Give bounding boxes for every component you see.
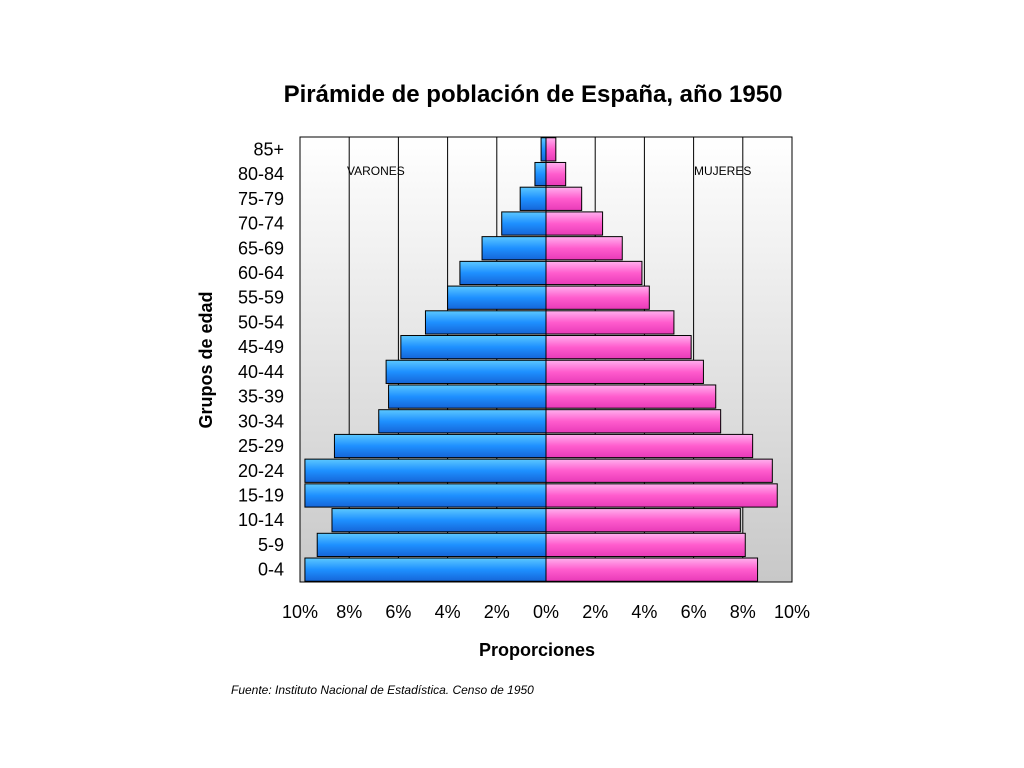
bar-male-80-84	[534, 161, 547, 187]
bar-male-50-54	[424, 310, 547, 335]
bar-male-25-29	[333, 433, 547, 459]
y-tick-label: 25-29	[238, 436, 284, 456]
y-tick-label: 10-14	[238, 510, 284, 530]
bar-female-15-19	[545, 483, 778, 508]
y-tick-label: 5-9	[258, 535, 284, 555]
bar-male-0-4	[304, 557, 547, 582]
annotation-male: VARONES	[347, 164, 405, 178]
y-tick-label: 0-4	[258, 560, 284, 580]
y-tick-label: 40-44	[238, 362, 284, 382]
source-note: Fuente: Instituto Nacional de Estadístic…	[231, 683, 534, 697]
bar-male-10-14	[331, 508, 547, 533]
bar-female-55-59	[545, 285, 650, 310]
bar-female-10-14	[545, 508, 741, 533]
y-tick-label: 65-69	[238, 238, 284, 258]
y-tick-labels: 0-4 5-9 10-14 15-19 20-24 25-29 30-34 35-39 40-4…	[238, 139, 284, 579]
y-tick-label: 75-79	[238, 189, 284, 209]
bar-male-65-69	[481, 236, 547, 261]
bar-female-45-49	[545, 335, 692, 360]
bar-female-60-64	[545, 260, 643, 286]
bar-male-40-44	[385, 359, 547, 384]
bar-male-70-74	[501, 211, 547, 236]
annotation-female: MUJERES	[694, 164, 751, 178]
chart-title: Pirámide de población de España, año 195…	[284, 81, 783, 108]
x-tick-label: 6%	[681, 602, 707, 622]
y-tick-label: 15-19	[238, 485, 284, 505]
x-tick-label: 10%	[282, 602, 318, 622]
x-tick-labels: 10% 8% 6% 4% 2% 0% 2% 4% 6% 8% 10%	[282, 602, 810, 622]
gridlines	[299, 137, 793, 582]
bar-male-5-9	[316, 532, 547, 558]
x-tick-label: 10%	[774, 602, 810, 622]
bar-male-75-79	[519, 186, 547, 211]
x-tick-label: 8%	[730, 602, 756, 622]
bar-male-60-64	[459, 260, 547, 286]
x-tick-label: 4%	[631, 602, 657, 622]
y-tick-label: 85+	[253, 139, 284, 159]
bar-male-15-19	[304, 483, 547, 508]
bar-male-30-34	[378, 409, 547, 434]
y-tick-label: 30-34	[238, 411, 284, 431]
bar-female-70-74	[545, 211, 604, 236]
x-tick-label: 2%	[484, 602, 510, 622]
bar-male-55-59	[447, 285, 547, 310]
y-tick-label: 55-59	[238, 288, 284, 308]
bar-male-35-39	[388, 384, 547, 409]
y-tick-label: 20-24	[238, 461, 284, 481]
y-tick-label: 35-39	[238, 387, 284, 407]
bar-female-40-44	[545, 359, 704, 384]
y-axis-title: Grupos de edad	[196, 291, 216, 428]
y-tick-label: 60-64	[238, 263, 284, 283]
bar-female-80-84	[545, 161, 567, 187]
y-tick-label: 45-49	[238, 337, 284, 357]
bar-female-30-34	[545, 409, 722, 434]
y-tick-label: 70-74	[238, 214, 284, 234]
y-tick-label: 50-54	[238, 312, 284, 332]
bar-female-65-69	[545, 236, 623, 261]
x-tick-label: 0%	[533, 602, 559, 622]
bar-female-75-79	[545, 186, 583, 211]
x-axis-title: Proporciones	[479, 640, 595, 660]
y-tick-label: 80-84	[238, 164, 284, 184]
bars	[304, 137, 778, 582]
bar-female-50-54	[545, 310, 675, 335]
bar-female-5-9	[545, 532, 746, 558]
bar-female-20-24	[545, 458, 773, 483]
x-tick-label: 8%	[336, 602, 362, 622]
bar-male-20-24	[304, 458, 547, 483]
bar-female-0-4	[545, 557, 759, 582]
bar-female-85+	[545, 137, 557, 162]
x-tick-label: 6%	[385, 602, 411, 622]
bar-female-25-29	[545, 433, 754, 459]
bar-female-35-39	[545, 384, 717, 409]
x-tick-label: 4%	[435, 602, 461, 622]
x-tick-label: 2%	[582, 602, 608, 622]
bar-male-85+	[540, 137, 547, 162]
bar-male-45-49	[400, 335, 547, 360]
